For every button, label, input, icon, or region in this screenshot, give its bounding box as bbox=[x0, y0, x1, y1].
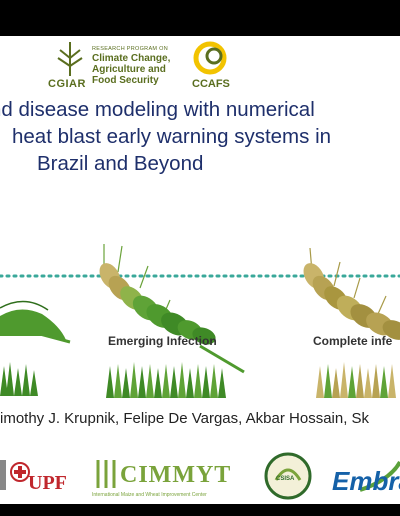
infected-field-icon bbox=[316, 362, 396, 398]
ccafs-logo-text: CCAFS bbox=[192, 78, 230, 90]
embrapa-swoosh-icon bbox=[359, 460, 400, 492]
cutoff-logo-icon bbox=[0, 460, 6, 490]
title-line-3: Brazil and Beyond bbox=[37, 152, 204, 175]
program-caption: RESEARCH PROGRAM ON bbox=[92, 46, 168, 52]
header-logos: CGIAR RESEARCH PROGRAM ON Climate Change… bbox=[0, 36, 400, 96]
complete-infection-label: Complete infe bbox=[313, 334, 393, 348]
upf-emblem-icon bbox=[10, 462, 30, 482]
title-line-1: nd disease modeling with numerical bbox=[0, 98, 315, 121]
emerging-field-icon bbox=[106, 362, 226, 398]
healthy-wheat-spike-icon bbox=[0, 300, 71, 344]
embrapa-logo-text: Embra bbox=[332, 466, 400, 496]
emerging-infection-spike-icon bbox=[99, 244, 245, 374]
emerging-infection-label: Emerging Infection bbox=[108, 334, 217, 348]
cgiar-wheat-icon bbox=[57, 41, 227, 76]
complete-infection-spike-icon bbox=[303, 247, 400, 340]
cgiar-logo-text: CGIAR bbox=[48, 78, 86, 90]
healthy-field-icon bbox=[0, 362, 38, 396]
partner-logos bbox=[0, 452, 400, 500]
program-line-3: Food Security bbox=[92, 75, 159, 86]
presentation-slide: CGIAR RESEARCH PROGRAM ON Climate Change… bbox=[0, 36, 400, 504]
title-line-2: heat blast early warning systems in bbox=[12, 125, 332, 148]
program-name: Climate Change, Agriculture and Food Sec… bbox=[92, 53, 202, 86]
cimmyt-wheat-icon bbox=[96, 460, 116, 488]
csisa-logo-text: CSISA bbox=[276, 476, 295, 482]
cimmyt-logo-text: CIMMYT bbox=[120, 462, 232, 488]
authors-line: imothy J. Krupnik, Felipe De Vargas, Akb… bbox=[0, 410, 370, 427]
upf-logo-text: UPF bbox=[28, 472, 67, 494]
cimmyt-caption: International Maize and Wheat Improvemen… bbox=[92, 492, 207, 498]
program-line-2: Agriculture and bbox=[92, 64, 166, 75]
csisa-emblem-icon bbox=[264, 452, 312, 500]
program-line-1: Climate Change, bbox=[92, 53, 171, 64]
wheat-infection-illustration bbox=[0, 244, 400, 398]
